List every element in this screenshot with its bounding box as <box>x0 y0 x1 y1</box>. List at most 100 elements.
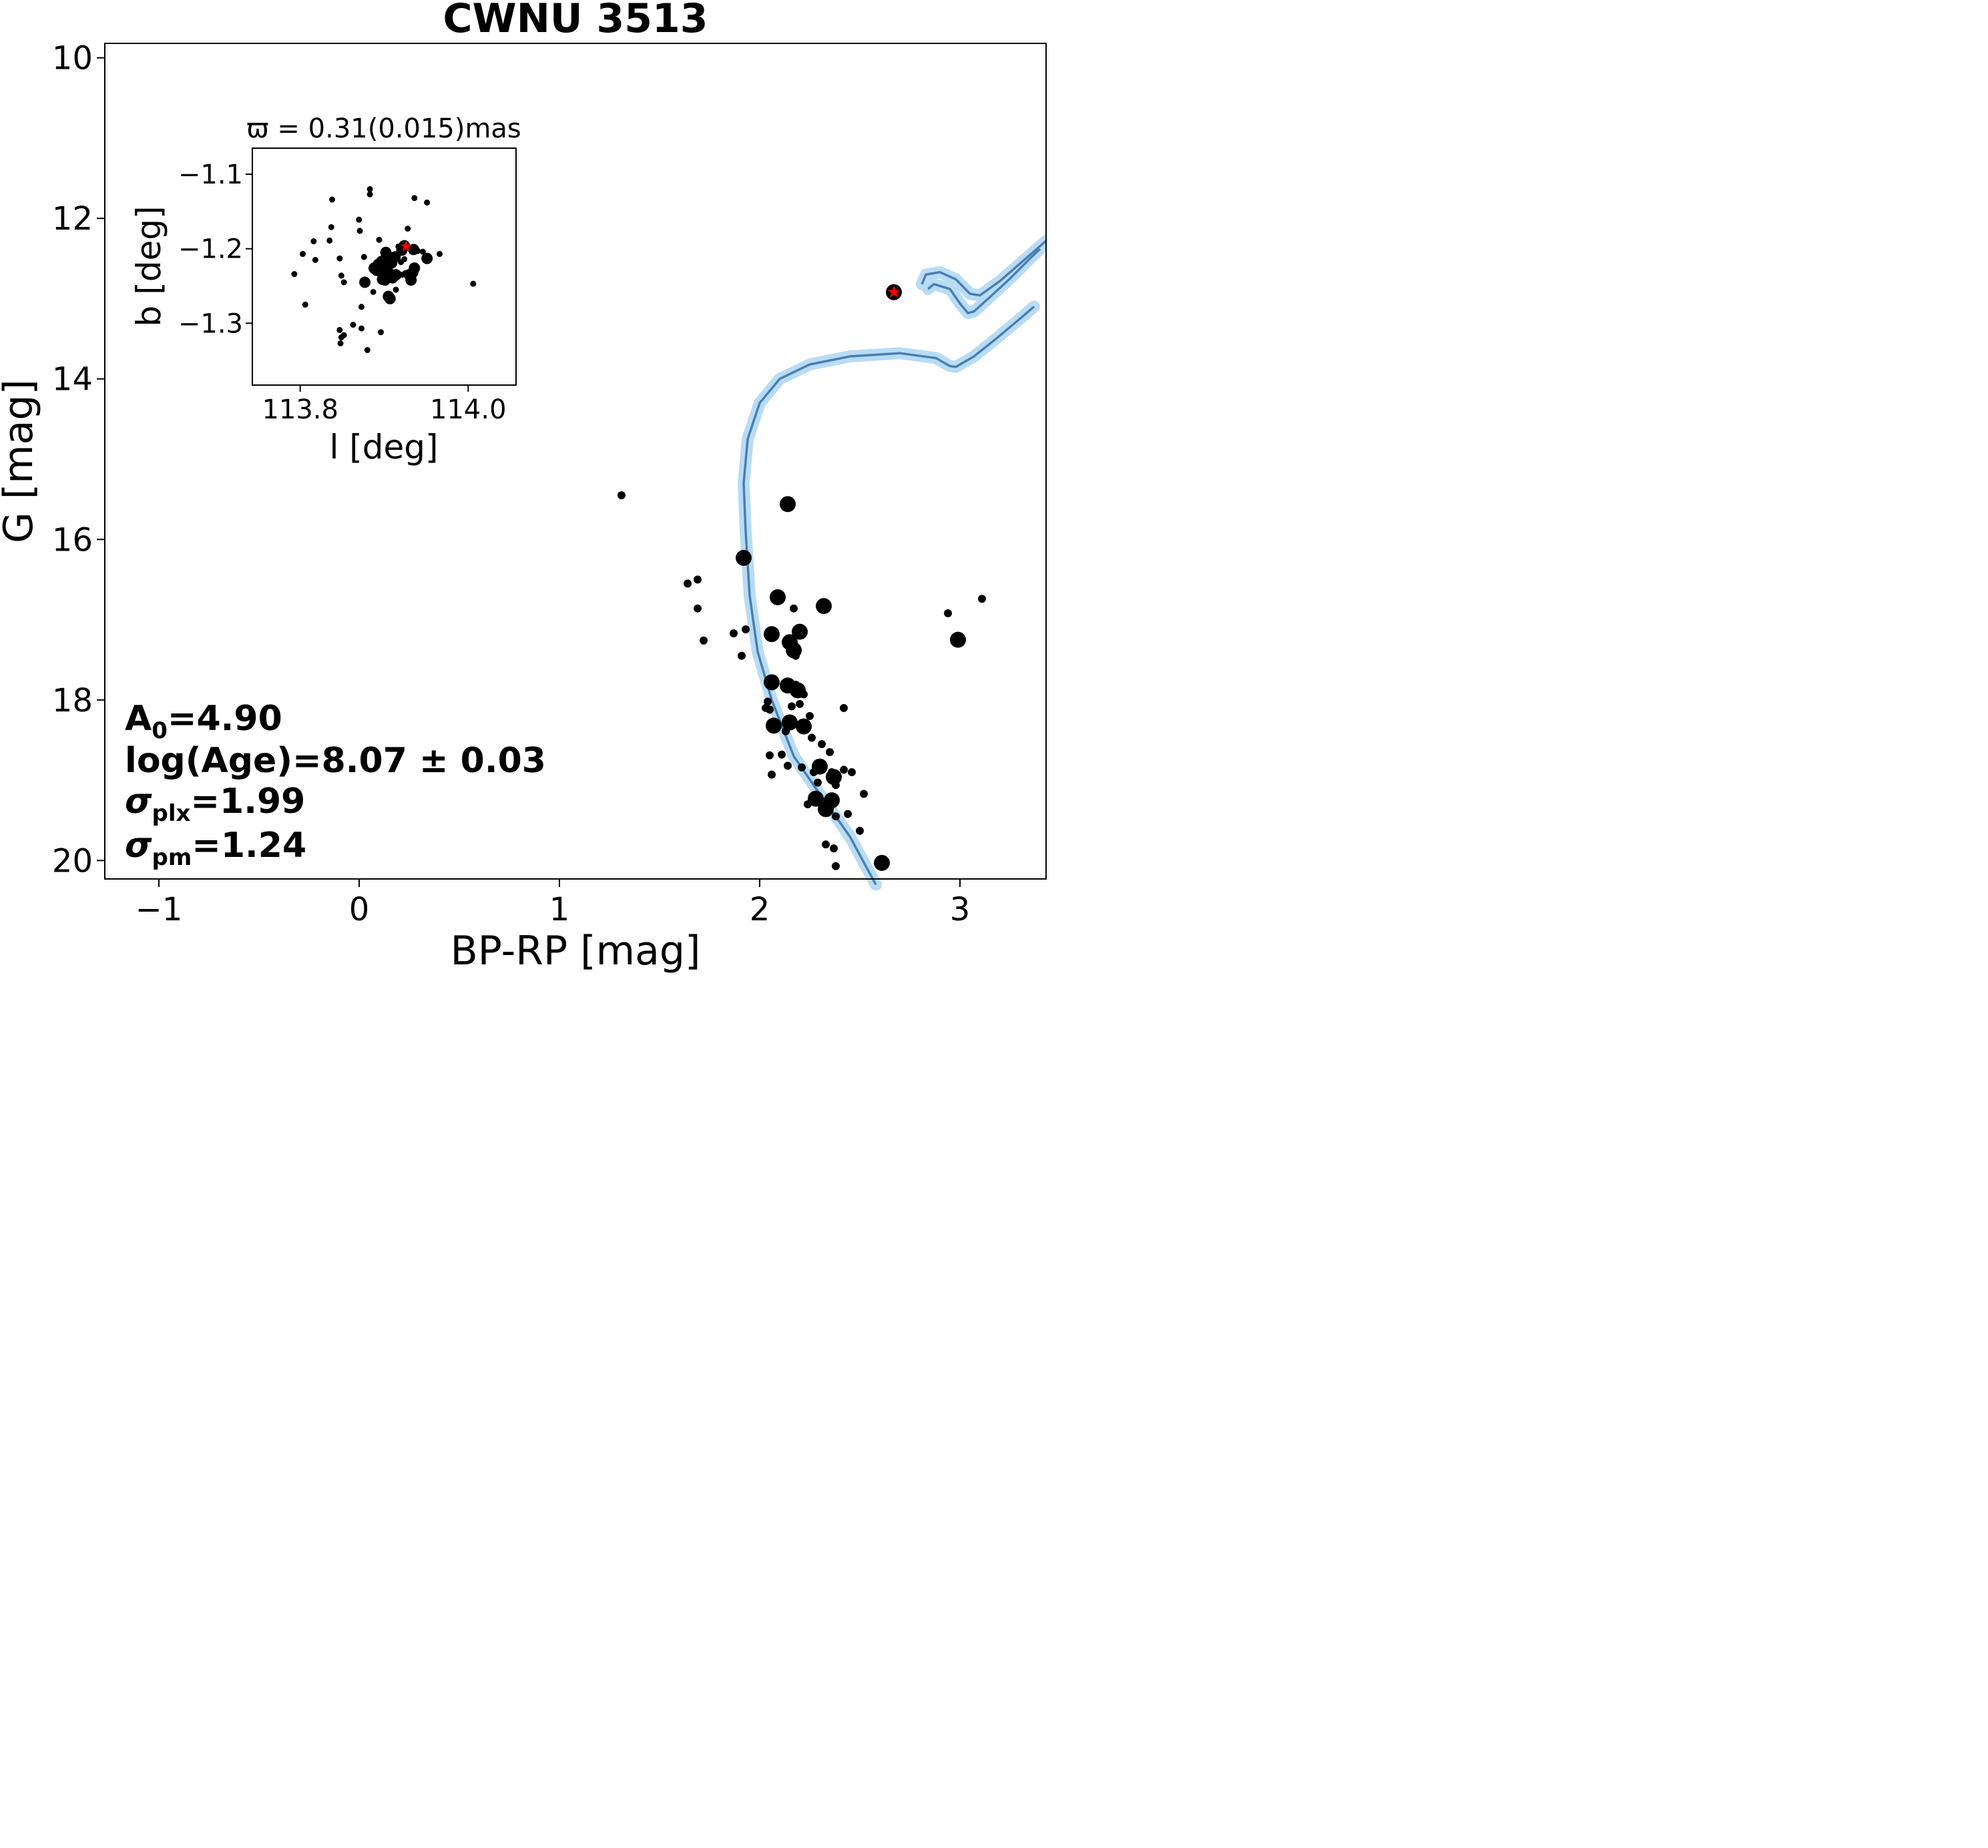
inset-x-axis-label: l [deg] <box>329 428 438 467</box>
cmd-point-large <box>792 623 808 640</box>
annotation-sigma-plx: σplx=1.99 <box>125 782 305 827</box>
inset-point-small <box>350 322 356 328</box>
isochrone-line-1 <box>927 248 1041 314</box>
inset-point-small <box>338 272 344 279</box>
cmd-point-small <box>844 810 852 818</box>
inset-point-small <box>437 251 443 258</box>
y-axis-label: G [mag] <box>0 379 42 543</box>
inset-point-small <box>470 280 477 287</box>
inset-point-small <box>411 195 418 202</box>
figure-background <box>0 0 1047 973</box>
annotation-sigma-pm: σpm=1.24 <box>125 826 306 871</box>
inset-y-axis-label: b [deg] <box>130 206 168 327</box>
x-tick-label: 1 <box>549 891 570 928</box>
annotation-sigma-plx-symbol: σ <box>125 782 152 822</box>
cmd-point-small <box>798 763 806 772</box>
parameter-annotations: A0=4.90 log(Age)=8.07 ± 0.03 σplx=1.99 σ… <box>125 699 546 871</box>
inset-point-small <box>338 334 344 341</box>
cmd-point-small <box>814 778 822 787</box>
inset-y-tick-label: −1.2 <box>178 234 243 265</box>
cmd-point-small <box>700 636 708 645</box>
inset-point-small <box>366 191 373 198</box>
inset-point-small <box>364 347 370 354</box>
inset-point-small <box>356 228 363 234</box>
inset-point-small <box>336 255 343 262</box>
cmd-point-large <box>874 854 890 871</box>
cmd-point-small <box>796 699 804 708</box>
cmd-point-small <box>738 651 746 660</box>
annotation-a0-value: =4.90 <box>168 699 282 739</box>
chart-title: CWNU 3513 <box>443 0 708 42</box>
cmd-point-small <box>784 761 792 770</box>
cmd-point-small <box>766 705 774 714</box>
cmd-point-small <box>806 711 814 720</box>
cmd-point-small <box>788 702 796 711</box>
x-tick-label: −1 <box>136 891 183 928</box>
inset-point-small <box>366 186 373 192</box>
cmd-point-large <box>816 598 832 615</box>
annotation-sigma-pm-subscript: pm <box>152 844 192 871</box>
inset-point-small <box>328 224 334 230</box>
isochrone-line-0 <box>742 306 1035 886</box>
cmd-point-small <box>840 765 848 774</box>
annotation-sigma-pm-symbol: σ <box>125 826 152 866</box>
cmd-point-large <box>770 589 786 605</box>
cmd-point-small <box>830 844 838 853</box>
cmd-point-small <box>730 629 738 637</box>
cmd-point-small <box>684 579 692 588</box>
annotation-a0: A0=4.90 <box>125 699 282 744</box>
cmd-point-small <box>822 840 830 849</box>
y-tick-label: 16 <box>52 521 93 559</box>
inset-point-large <box>387 272 399 284</box>
cmd-point-large <box>808 790 824 807</box>
x-tick-label: 3 <box>950 891 971 928</box>
inset-y-tick-label: −1.3 <box>178 308 243 339</box>
cmd-point-small <box>766 751 774 759</box>
annotation-a0-symbol: A <box>125 699 152 739</box>
cmd-member-points <box>617 284 986 871</box>
cmd-point-small <box>694 575 702 584</box>
inset-point-small <box>424 199 431 206</box>
inset-point-small <box>393 286 399 293</box>
annotation-sigma-plx-subscript: plx <box>152 800 191 827</box>
inset-point-small <box>329 196 336 203</box>
cmd-point-small <box>764 697 772 706</box>
inset-point-small <box>360 254 367 260</box>
cmd-point-large <box>824 792 840 809</box>
inset-point-small <box>370 288 377 295</box>
inset-point-small <box>310 238 317 245</box>
inset-x-tick-label: 114.0 <box>430 394 507 425</box>
cmd-point-small <box>742 625 750 633</box>
cmd-point-small <box>978 595 986 603</box>
inset-point-large <box>405 274 417 286</box>
inset-point-small <box>337 340 344 346</box>
cmd-point-large <box>782 714 798 731</box>
annotation-sigma-plx-value: =1.99 <box>190 782 305 822</box>
y-tick-label: 14 <box>52 361 93 398</box>
cmd-point-large <box>796 718 812 735</box>
inset-y-tick-label: −1.1 <box>178 160 243 190</box>
cmd-point-small <box>848 768 856 777</box>
cmd-point-small <box>818 739 826 748</box>
inset-member-points <box>291 186 477 354</box>
x-tick-label: 2 <box>750 891 770 928</box>
inset-sky-plot: 113.8 114.0 −1.1 −1.2 −1.3 ϖ = 0.31(0.015)ma… <box>130 113 521 467</box>
inset-point-small <box>405 226 411 232</box>
y-tick-label: 18 <box>52 682 93 719</box>
inset-point-small <box>336 326 343 333</box>
cmd-point-large <box>950 631 966 648</box>
y-tick-label: 20 <box>52 842 93 880</box>
cmd-point-large <box>766 717 782 734</box>
main-plot-frame <box>104 43 1047 880</box>
inset-point-small <box>291 271 298 278</box>
cmd-point-small <box>944 609 952 617</box>
cmd-point-small <box>790 604 798 613</box>
inset-point-small <box>419 248 426 255</box>
inset-point-small <box>377 329 384 336</box>
inset-point-small <box>398 259 405 266</box>
cmd-point-large <box>736 549 752 566</box>
x-axis-label: BP-RP [mag] <box>451 928 701 973</box>
cmd-point-small <box>778 750 786 759</box>
